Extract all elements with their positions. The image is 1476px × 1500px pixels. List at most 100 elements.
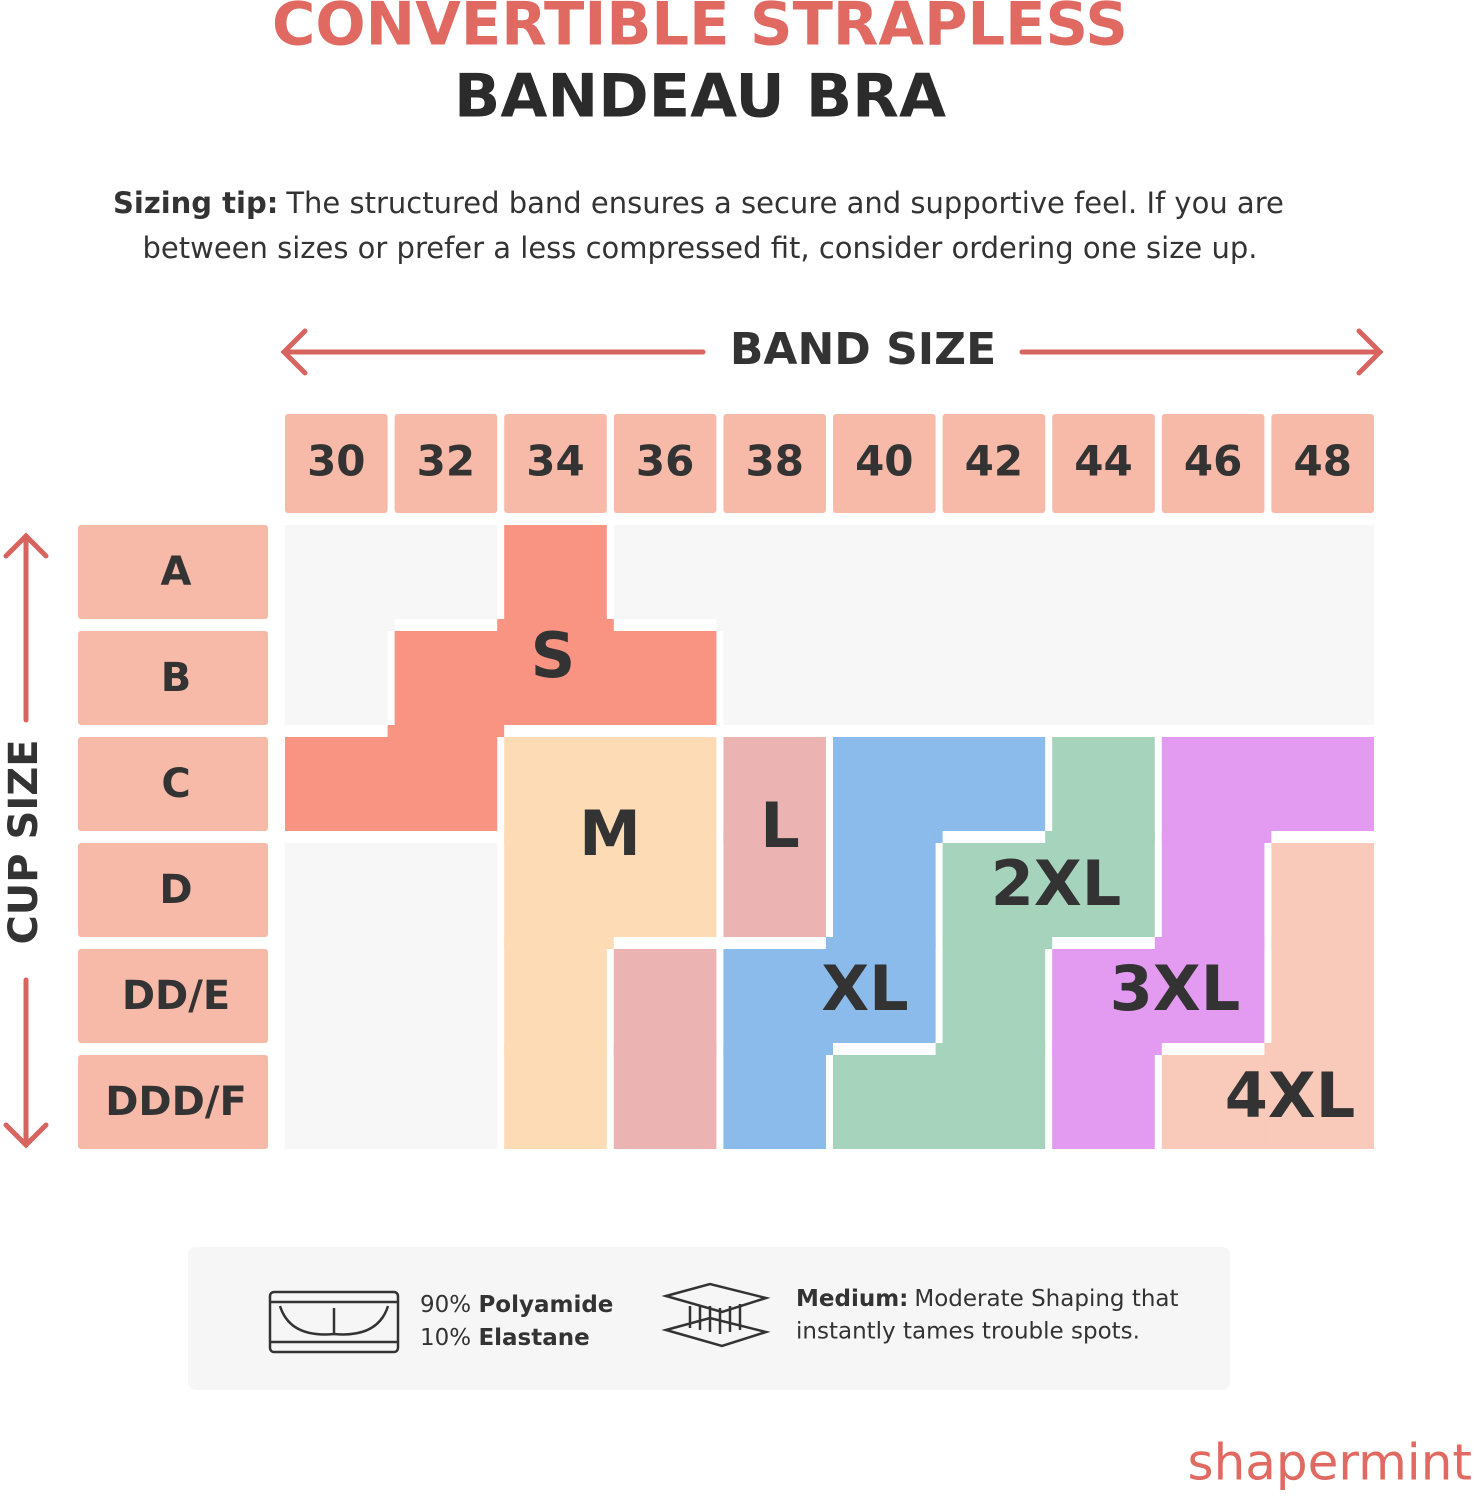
size-cell <box>1052 1043 1155 1149</box>
cup-size: DD/E <box>122 973 230 1019</box>
compression-2: instantly tames trouble spots. <box>796 1319 1140 1345</box>
size-label: S <box>531 619 576 692</box>
size-cell <box>504 937 607 1055</box>
size-cell <box>1264 737 1374 831</box>
empty-cell <box>1154 525 1272 631</box>
size-cell <box>1052 737 1155 843</box>
size-cell <box>935 737 1046 831</box>
size-grid: 30 32 34 36 38 40 42 44 46 48 A B C D DD/E DDD/F S M L XL 2X… <box>78 414 1374 1149</box>
band-size: 42 <box>965 437 1023 486</box>
cup-size: C <box>161 761 190 807</box>
size-cell <box>1271 843 1374 949</box>
size-cell <box>504 831 614 949</box>
fabric-1-name: Polyamide <box>478 1292 613 1318</box>
bra-icon <box>268 1290 400 1354</box>
cup-size: DDD/F <box>105 1079 247 1125</box>
size-cell <box>1045 831 1155 937</box>
band-header <box>1161 414 1265 513</box>
band-size: 46 <box>1184 437 1242 486</box>
size-cell <box>1052 949 1162 1055</box>
empty-cell <box>826 619 943 725</box>
cup-size-label: CUP SIZE <box>1 739 47 944</box>
size-cell <box>942 937 1046 1055</box>
size-cell <box>387 725 498 831</box>
band-size: 32 <box>417 437 475 486</box>
band-header <box>613 414 717 513</box>
size-label: 3XL <box>1110 952 1240 1025</box>
band-header <box>285 414 388 513</box>
band-size: 38 <box>745 437 803 486</box>
cup-header <box>78 1055 268 1149</box>
fabric-2: 10% Elastane <box>420 1325 590 1351</box>
cup-header <box>78 525 268 619</box>
size-cell <box>723 1043 826 1149</box>
empty-cell <box>1154 619 1272 725</box>
compression-1: Medium: Moderate Shaping that <box>796 1286 1179 1312</box>
size-cell <box>606 737 717 843</box>
empty-cell <box>935 525 1053 631</box>
band-size: 44 <box>1074 437 1132 486</box>
empty-cell <box>1264 619 1374 725</box>
size-cell <box>1271 937 1374 1055</box>
band-header <box>942 414 1046 513</box>
empty-cell <box>285 619 388 725</box>
size-cell <box>1161 1055 1272 1149</box>
band-arrow <box>280 328 1384 376</box>
empty-cell <box>387 525 498 619</box>
size-cell <box>1161 737 1272 843</box>
size-cell <box>723 737 826 843</box>
title-line-2: BANDEAU BRA <box>454 62 947 132</box>
tip-line-2: between sizes or prefer a less compresse… <box>143 231 1258 265</box>
size-cell <box>497 619 614 725</box>
cup-header <box>78 737 268 831</box>
tip-line-1: Sizing tip: The structured band ensures a… <box>113 186 1284 220</box>
empty-cell <box>285 525 395 631</box>
compression-text-1: Moderate Shaping that <box>914 1286 1178 1312</box>
size-cell <box>833 1055 943 1149</box>
size-label: M <box>579 797 641 870</box>
cup-header <box>78 631 268 725</box>
compression-icon <box>661 1282 771 1348</box>
size-cell <box>1154 937 1265 1043</box>
tip-label: Sizing tip: <box>113 186 278 220</box>
fabric-1: 90% Polyamide <box>420 1292 613 1318</box>
size-cell <box>1161 831 1265 949</box>
band-size: 30 <box>307 437 365 486</box>
empty-cell <box>613 525 724 619</box>
band-size: 36 <box>636 437 694 486</box>
size-label: 4XL <box>1225 1059 1355 1132</box>
band-header <box>504 414 607 513</box>
empty-cell <box>716 525 833 631</box>
brand-logo: shapermint <box>1188 1434 1472 1492</box>
empty-cell <box>285 937 395 1055</box>
size-cell <box>613 949 717 1055</box>
cup-size: A <box>161 549 192 595</box>
band-size-label: BAND SIZE <box>730 324 996 375</box>
size-cell <box>723 831 826 937</box>
fabric-2-name: Elastane <box>478 1325 589 1351</box>
size-cell <box>833 737 943 843</box>
size-cell <box>826 937 936 1043</box>
size-cell <box>1264 1043 1374 1149</box>
empty-cell <box>285 843 395 949</box>
size-label: 2XL <box>991 847 1121 920</box>
band-size: 48 <box>1293 437 1351 486</box>
title-line-1: CONVERTIBLE STRAPLESS <box>272 0 1128 60</box>
cup-header <box>78 843 268 937</box>
empty-cell <box>285 1043 395 1149</box>
empty-cell <box>387 937 498 1055</box>
empty-cell <box>1045 525 1162 631</box>
size-cell <box>285 737 395 831</box>
empty-cell <box>387 1043 498 1149</box>
size-cell <box>833 831 936 949</box>
size-cell <box>504 525 607 631</box>
fabric-1-pct: 90% <box>420 1292 471 1318</box>
cup-header <box>78 949 268 1043</box>
empty-cell <box>1045 619 1162 725</box>
empty-cell <box>387 843 498 949</box>
compression-label: Medium: <box>796 1286 908 1312</box>
size-cell <box>504 737 614 843</box>
cup-arrow <box>3 532 49 1149</box>
band-header <box>723 414 826 513</box>
